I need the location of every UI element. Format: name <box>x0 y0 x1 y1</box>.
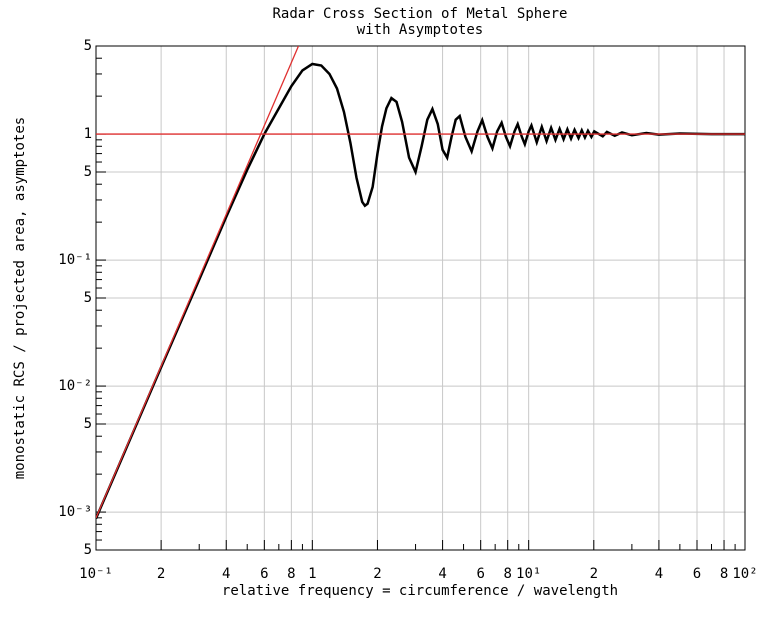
series-line <box>96 62 745 519</box>
x-tick-label: 10¹ <box>516 566 541 582</box>
x-tick-label: 8 <box>287 566 295 582</box>
y-tick-label: 10⁻² <box>58 378 92 394</box>
x-tick-label: 2 <box>157 566 165 582</box>
chart-title: Radar Cross Section of Metal Sphere <box>272 6 567 22</box>
x-tick-label: 2 <box>373 566 381 582</box>
series-line <box>96 46 300 519</box>
x-tick-label: 10⁻¹ <box>79 566 113 582</box>
y-tick-label: 1 <box>84 126 92 142</box>
x-tick-label: 4 <box>438 566 446 582</box>
x-tick-label: 4 <box>655 566 663 582</box>
y-tick-label: 5 <box>84 542 92 558</box>
x-axis-label: relative frequency = circumference / wav… <box>222 583 618 599</box>
y-tick-label: 10⁻¹ <box>58 252 92 268</box>
y-axis-label: monostatic RCS / projected area, asympto… <box>12 117 28 479</box>
x-tick-label: 6 <box>693 566 701 582</box>
x-tick-label: 6 <box>476 566 484 582</box>
x-tick-label: 10² <box>732 566 757 582</box>
y-tick-label: 10⁻³ <box>58 504 92 520</box>
y-tick-label: 5 <box>84 416 92 432</box>
x-tick-label: 2 <box>590 566 598 582</box>
y-tick-label: 5 <box>84 164 92 180</box>
chart-subtitle: with Asymptotes <box>357 22 483 38</box>
plot-area <box>96 46 745 519</box>
y-tick-label: 5 <box>84 290 92 306</box>
x-tick-label: 1 <box>308 566 316 582</box>
x-tick-label: 8 <box>720 566 728 582</box>
x-tick-label: 4 <box>222 566 230 582</box>
x-tick-label: 6 <box>260 566 268 582</box>
plot-frame <box>95 45 746 551</box>
y-tick-label: 5 <box>84 38 92 54</box>
x-tick-label: 8 <box>503 566 511 582</box>
